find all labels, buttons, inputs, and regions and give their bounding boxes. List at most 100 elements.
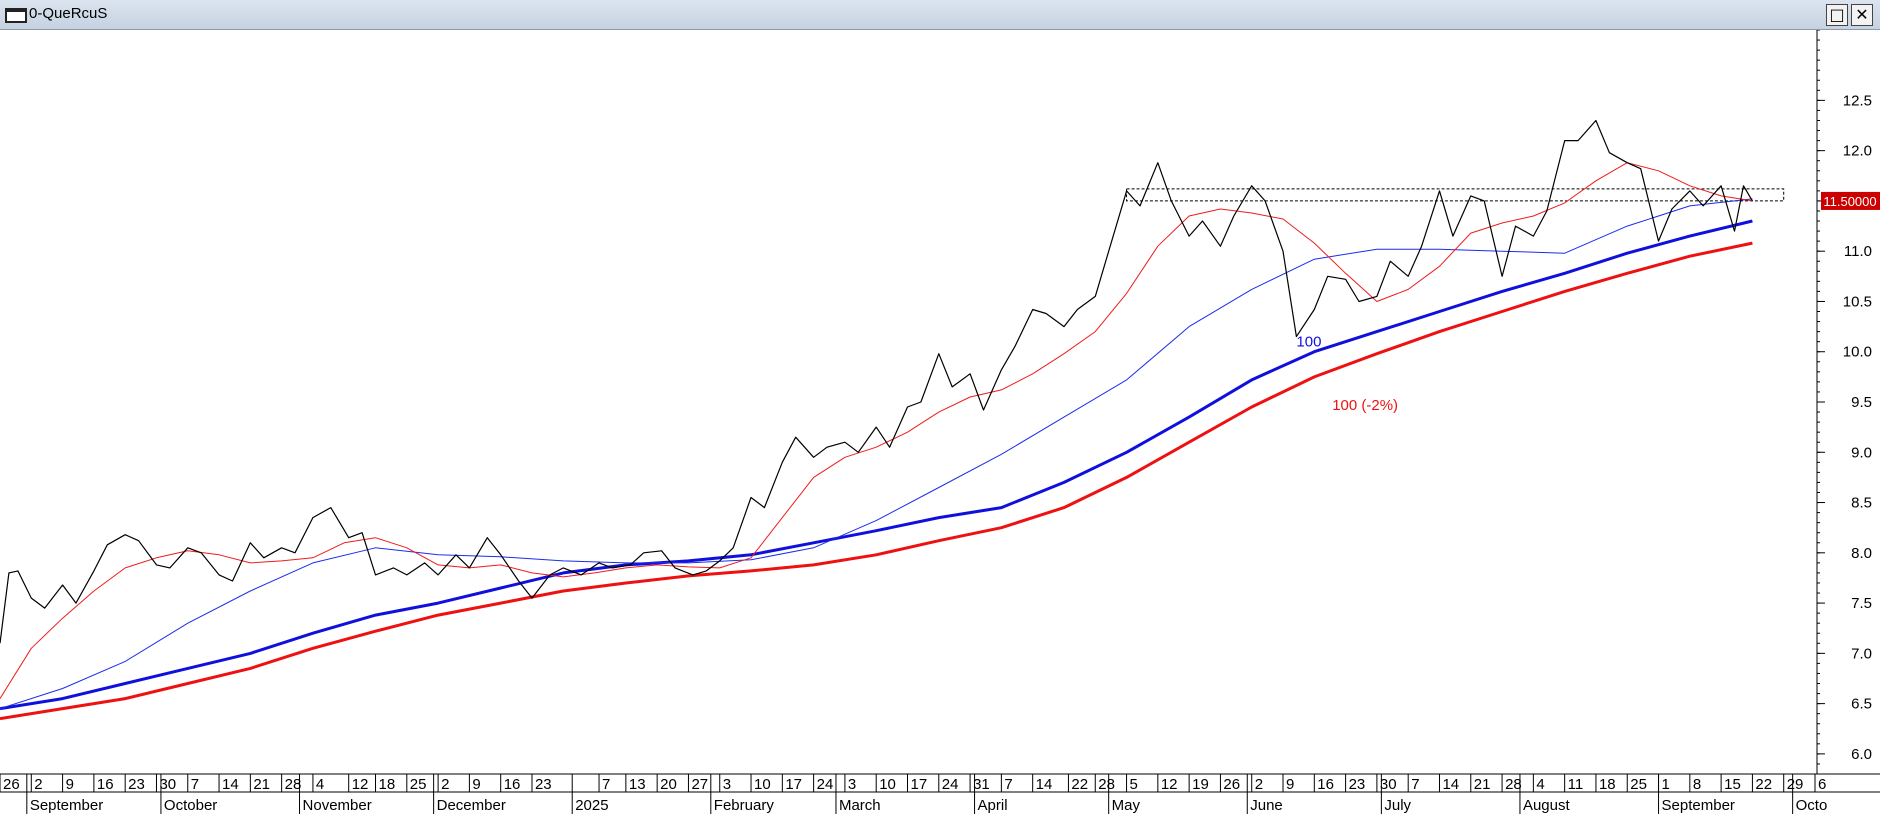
x-month-label: August (1523, 797, 1571, 814)
x-month-label: 2025 (575, 797, 608, 814)
x-day-label: 17 (785, 776, 802, 793)
x-day-label: 13 (629, 776, 646, 793)
x-day-label: 3 (723, 776, 731, 793)
x-day-label: 12 (1161, 776, 1178, 793)
window-title: 0-QueRcuS (29, 5, 108, 22)
series-line-2 (0, 162, 1753, 699)
window-titlebar: 0-QueRcuS □ ✕ (0, 0, 1880, 30)
series-line-4 (0, 219, 1753, 711)
x-day-label: 29 (1787, 776, 1804, 793)
x-day-label: 4 (1536, 776, 1544, 793)
x-day-label: 15 (1724, 776, 1741, 793)
x-day-label: 14 (1036, 776, 1053, 793)
x-day-label: 2 (34, 776, 42, 793)
x-day-label: 24 (942, 776, 959, 793)
y-tick-label: 7.5 (1851, 595, 1872, 612)
y-tick-label: 9.0 (1851, 444, 1872, 461)
x-day-label: 16 (504, 776, 521, 793)
x-day-label: 4 (316, 776, 324, 793)
x-month-label: March (839, 797, 881, 814)
x-month-label: November (303, 797, 372, 814)
window-app-icon (5, 8, 27, 23)
x-month-label: September (1662, 797, 1735, 814)
x-day-label: 14 (1442, 776, 1459, 793)
x-day-label: 14 (222, 776, 239, 793)
maximize-button[interactable]: □ (1826, 4, 1848, 26)
y-tick-label: 8.0 (1851, 545, 1872, 562)
x-day-label: 1 (1662, 776, 1670, 793)
y-tick-label: 12.5 (1843, 92, 1872, 109)
x-day-label: 28 (285, 776, 302, 793)
x-day-label: 20 (660, 776, 677, 793)
x-day-label: 9 (66, 776, 74, 793)
x-day-label: 9 (1286, 776, 1294, 793)
x-month-label: May (1112, 797, 1141, 814)
close-button[interactable]: ✕ (1851, 4, 1873, 26)
x-day-label: 25 (410, 776, 427, 793)
x-day-label: 7 (602, 776, 610, 793)
x-day-label: 18 (1599, 776, 1616, 793)
x-day-label: 28 (1505, 776, 1522, 793)
line-label-2: 100 (-2%) (1332, 397, 1398, 414)
resistance-band (1126, 188, 1785, 202)
x-day-label: 17 (911, 776, 928, 793)
x-day-label: 25 (1630, 776, 1647, 793)
x-day-label: 27 (691, 776, 708, 793)
x-day-label: 16 (97, 776, 114, 793)
x-day-label: 2 (441, 776, 449, 793)
y-tick-label: 7.0 (1851, 645, 1872, 662)
x-day-label: 8 (1693, 776, 1701, 793)
x-day-label: 7 (1411, 776, 1419, 793)
x-month-label: February (714, 797, 775, 814)
x-day-label: 2 (1255, 776, 1263, 793)
y-tick-label: 10.5 (1843, 293, 1872, 310)
x-month-label: April (978, 797, 1008, 814)
x-day-label: 21 (1474, 776, 1491, 793)
x-day-label: 12 (352, 776, 369, 793)
x-day-label: 30 (159, 776, 176, 793)
x-day-label: 30 (1380, 776, 1397, 793)
y-tick-label: 10.0 (1843, 344, 1872, 361)
y-tick-label: 8.5 (1851, 495, 1872, 512)
price-tag-label: 11.50000 (1823, 194, 1876, 209)
x-day-label: 7 (1004, 776, 1012, 793)
x-month-label: September (30, 797, 103, 814)
x-day-label: 21 (253, 776, 270, 793)
x-day-label: 3 (848, 776, 856, 793)
x-month-label: December (437, 797, 506, 814)
x-day-label: 22 (1755, 776, 1772, 793)
series-line-3 (0, 198, 1753, 710)
y-tick-label: 12.0 (1843, 143, 1872, 160)
x-day-label: 10 (754, 776, 771, 793)
y-tick-label: 9.5 (1851, 394, 1872, 411)
x-day-label: 23 (128, 776, 145, 793)
x-day-label: 26 (3, 776, 20, 793)
x-day-label: 23 (535, 776, 552, 793)
x-day-label: 11 (1568, 776, 1584, 793)
series-line-1 (0, 119, 1753, 644)
x-day-label: 16 (1317, 776, 1334, 793)
y-tick-label: 11.0 (1844, 243, 1872, 260)
series-line-5 (0, 241, 1753, 721)
x-day-label: 26 (1223, 776, 1240, 793)
y-tick-label: 6.0 (1851, 746, 1872, 763)
x-day-label: 19 (1192, 776, 1209, 793)
price-tag (1821, 191, 1880, 210)
x-day-label: 6 (1818, 776, 1826, 793)
price-chart: 6.0 6.5 7.0 7.5 8.0 8.5 9.0 9.5 10.0 10.5 11.0 11.5… (0, 30, 1880, 814)
x-month-label: October (164, 797, 217, 814)
x-day-label: 24 (817, 776, 834, 793)
x-day-label: 5 (1130, 776, 1138, 793)
x-month-label: July (1384, 797, 1411, 814)
x-day-label: 31 (973, 776, 990, 793)
x-day-label: 23 (1349, 776, 1366, 793)
line-label-1: 100 (1296, 334, 1321, 351)
x-day-label: 22 (1071, 776, 1088, 793)
x-day-label: 7 (191, 776, 199, 793)
x-day-label: 28 (1098, 776, 1115, 793)
x-day-label: 9 (472, 776, 480, 793)
x-month-label: June (1250, 797, 1283, 814)
x-day-label: 10 (879, 776, 896, 793)
x-day-label: 18 (379, 776, 396, 793)
x-month-label: Octo (1796, 797, 1828, 814)
